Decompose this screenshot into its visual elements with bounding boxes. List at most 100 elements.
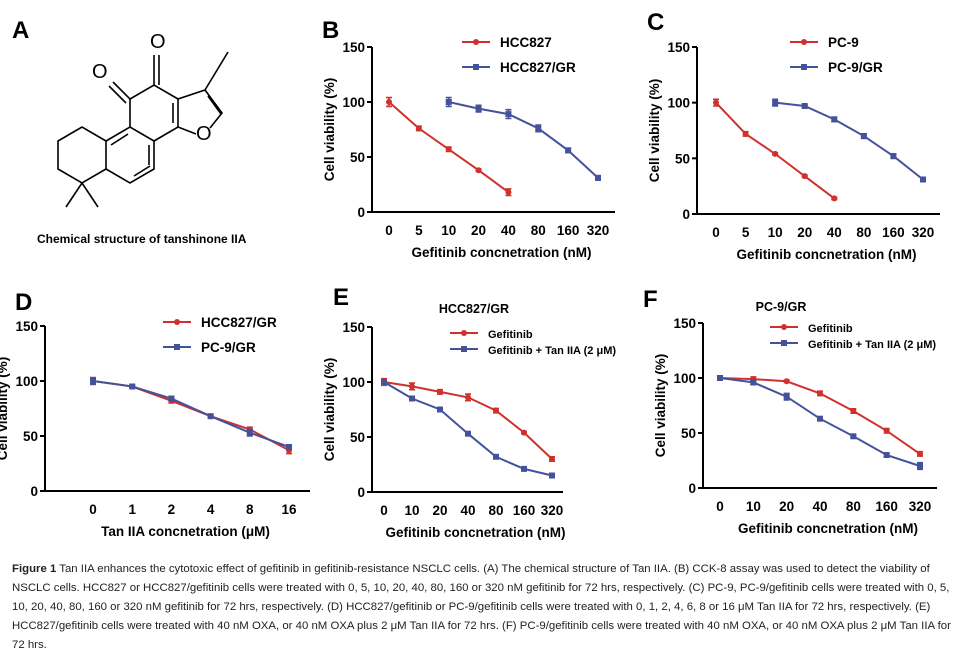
x-tick-label: 10 — [404, 503, 419, 518]
series-line — [448, 101, 599, 179]
x-tick-label: 1 — [128, 502, 136, 517]
x-tick-label: 40 — [460, 503, 475, 518]
chart-title: PC-9/GR — [756, 300, 807, 314]
data-point — [713, 99, 719, 106]
x-tick-label: 8 — [246, 502, 254, 517]
x-tick-label: 10 — [768, 225, 783, 240]
caption-label: Figure 1 — [12, 563, 57, 575]
x-tick-label: 0 — [385, 223, 393, 238]
x-tick-label: 20 — [779, 499, 794, 514]
legend-label: PC-9/GR — [201, 340, 256, 355]
chart-title: HCC827/GR — [439, 302, 509, 316]
y-tick-label: 50 — [23, 429, 38, 444]
series-blue — [717, 375, 923, 471]
x-tick-label: 80 — [531, 223, 546, 238]
legend-label: Gefitinib + Tan IIA (2 μM) — [808, 339, 936, 351]
legend-label: Gefitinib — [808, 323, 853, 335]
x-tick-label: 40 — [827, 225, 842, 240]
x-tick-label: 320 — [912, 225, 935, 240]
legend-label: HCC827/GR — [201, 315, 277, 330]
series-blue — [90, 376, 292, 450]
data-point — [742, 130, 749, 137]
data-point — [860, 133, 867, 140]
legend-item: HCC827 — [462, 35, 552, 50]
legend-label: HCC827 — [500, 35, 552, 50]
tanshinone-structure — [57, 51, 229, 208]
data-point — [850, 433, 857, 440]
data-point — [817, 415, 823, 422]
data-point — [445, 146, 452, 153]
y-tick-label: 50 — [350, 430, 365, 445]
x-tick-label: 0 — [716, 499, 724, 514]
x-tick-label: 80 — [846, 499, 861, 514]
data-point — [801, 103, 808, 110]
legend-item: Gefitinib + Tan IIA (2 μM) — [770, 339, 936, 351]
data-point — [168, 395, 175, 402]
y-tick-label: 100 — [342, 95, 365, 110]
x-tick-label: 160 — [882, 225, 905, 240]
panel-letter: F — [643, 286, 658, 313]
data-point — [831, 195, 838, 202]
panel-letter: C — [647, 9, 664, 36]
data-point — [772, 99, 779, 106]
data-point — [549, 456, 555, 462]
x-tick-label: 0 — [712, 225, 720, 240]
figure-canvas: A O O O Chemical structure of tanshinone… — [0, 9, 940, 540]
legend-marker — [174, 319, 180, 325]
legend-label: PC-9 — [828, 35, 859, 50]
series-blue — [381, 379, 555, 479]
x-tick-label: 4 — [207, 502, 215, 517]
data-point — [286, 444, 292, 450]
x-tick-label: 0 — [89, 502, 97, 517]
y-tick-label: 0 — [688, 481, 696, 496]
data-point — [535, 125, 542, 132]
legend-label: Gefitinib + Tan IIA (2 μM) — [488, 345, 616, 357]
series-red — [386, 96, 512, 197]
series-blue — [772, 98, 926, 183]
data-point — [890, 153, 897, 160]
x-axis-label: Gefitinib concnetration (nM) — [737, 247, 917, 262]
panel-a: A O O O Chemical structure of tanshinone… — [12, 17, 247, 246]
y-axis-label: Cell viability (%) — [647, 79, 662, 183]
data-point — [920, 176, 926, 183]
data-point — [90, 378, 96, 384]
x-axis-label: Tan IIA concnetration (μM) — [101, 524, 270, 539]
y-tick-label: 150 — [342, 40, 365, 55]
panel-letter: D — [15, 289, 32, 316]
x-tick-label: 320 — [909, 499, 932, 514]
y-tick-label: 100 — [673, 371, 696, 386]
x-tick-label: 160 — [557, 223, 580, 238]
x-tick-label: 20 — [797, 225, 812, 240]
data-point — [831, 116, 838, 123]
data-point — [917, 450, 923, 457]
legend-marker — [461, 330, 467, 336]
data-point — [465, 430, 471, 437]
legend-label: Gefitinib — [488, 329, 533, 341]
series-line — [92, 380, 290, 452]
x-tick-label: 80 — [856, 225, 871, 240]
data-point — [817, 390, 823, 397]
data-point — [549, 472, 555, 479]
data-point — [521, 465, 527, 472]
caption-text: Tan IIA enhances the cytotoxic effect of… — [12, 563, 951, 651]
data-point — [437, 406, 443, 413]
series-line — [92, 380, 290, 448]
legend-marker — [801, 39, 807, 45]
x-tick-label: 20 — [471, 223, 486, 238]
oxygen-label: O — [92, 61, 108, 83]
series-red — [713, 98, 838, 202]
x-tick-label: 160 — [513, 503, 536, 518]
series-red — [90, 376, 292, 455]
chart-panel-f: F PC-9/GR 0 50 100 150 0 10 20 40 80 160 320 Gefitini… — [643, 286, 937, 536]
x-axis-label: Gefitinib concnetration (nM) — [386, 525, 566, 540]
chart-panel-d: D 0 50 100 150 0 1 2 4 8 16 Tan IIA concnetration (… — [0, 289, 310, 539]
legend-item: PC-9 — [790, 35, 859, 50]
data-point — [465, 394, 471, 401]
data-point — [129, 383, 136, 390]
panel-letter: E — [333, 284, 349, 311]
data-point — [505, 111, 512, 118]
oxygen-label: O — [150, 31, 166, 53]
data-point — [493, 407, 499, 414]
data-point — [409, 395, 415, 402]
